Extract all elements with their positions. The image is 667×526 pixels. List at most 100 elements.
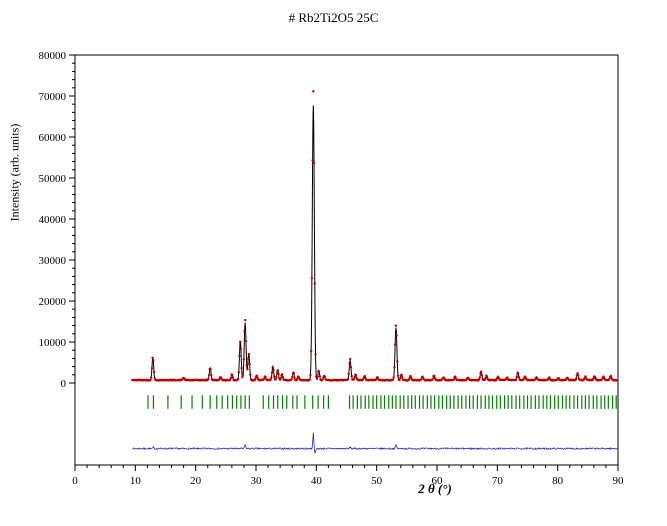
observed-point [321, 378, 324, 381]
observed-point [275, 371, 279, 374]
observed-point [433, 376, 437, 380]
y-tick-label: 80000 [39, 50, 67, 62]
observed-point [454, 375, 457, 378]
observed-point [433, 374, 436, 378]
observed-point [276, 369, 280, 372]
observed-point [279, 377, 282, 380]
observed-point [293, 376, 296, 379]
observed-point [238, 354, 241, 358]
observed-point [149, 376, 153, 379]
observed-point [245, 363, 248, 367]
observed-point [254, 377, 257, 381]
observed-point [506, 376, 509, 379]
observed-point [310, 277, 314, 280]
observed-point [270, 371, 274, 374]
observed-point [291, 375, 294, 379]
observed-point [394, 324, 398, 327]
observed-point [209, 368, 212, 371]
observed-point [292, 371, 295, 375]
observed-point [218, 378, 221, 381]
observed-point [393, 343, 397, 346]
x-tick-label: 10 [130, 475, 142, 487]
observed-point [485, 375, 489, 379]
observed-point [309, 373, 312, 377]
observed-point [229, 377, 232, 380]
observed-point [393, 366, 396, 369]
observed-point [350, 374, 353, 378]
observed-point [419, 378, 423, 381]
observed-point [308, 378, 311, 381]
x-tick-label: 80 [552, 475, 564, 487]
observed-point [314, 353, 317, 356]
observed-point [318, 375, 322, 378]
observed-point [255, 374, 259, 377]
observed-point [364, 376, 367, 380]
observed-point [477, 378, 481, 381]
observed-point [431, 377, 434, 381]
observed-point [269, 378, 272, 381]
x-tick-label: 70 [492, 475, 504, 487]
observed-point [349, 357, 352, 361]
observed-point [270, 376, 273, 379]
observed-point [577, 374, 580, 377]
observed-point [609, 374, 613, 378]
observed-point [312, 161, 316, 165]
observed-point [273, 375, 276, 378]
observed-point [616, 379, 619, 382]
y-tick-label: 30000 [39, 255, 67, 267]
observed-point [346, 377, 350, 381]
y-tick-label: 50000 [39, 173, 67, 185]
x-tick-label: 20 [190, 475, 202, 487]
y-tick-label: 0 [61, 378, 67, 390]
x-axis-label: 2 θ (°) [418, 481, 452, 496]
y-tick-label: 60000 [39, 132, 67, 144]
observed-point [515, 375, 518, 379]
observed-point [353, 376, 356, 379]
observed-point [399, 377, 402, 380]
observed-point [271, 366, 274, 369]
observed-point [311, 159, 314, 162]
difference-curve [132, 432, 619, 454]
observed-point [207, 374, 211, 377]
observed-point [231, 373, 234, 377]
observed-point [236, 377, 240, 381]
observed-point [207, 377, 210, 381]
observed-point [347, 372, 350, 376]
observed-point [401, 376, 404, 379]
observed-point [584, 375, 587, 378]
x-tick-label: 50 [371, 475, 383, 487]
observed-point [452, 378, 455, 381]
observed-point [323, 375, 327, 379]
observed-point [576, 372, 579, 375]
observed-point [248, 362, 251, 366]
y-tick-label: 70000 [39, 91, 67, 103]
observed-point [247, 352, 251, 356]
x-tick-label: 60 [432, 475, 444, 487]
y-tick-label: 40000 [39, 214, 67, 226]
observed-point [315, 377, 319, 380]
observed-point [210, 373, 213, 377]
observed-point [241, 373, 245, 377]
observed-point [517, 375, 521, 379]
observed-point [400, 373, 403, 376]
observed-point [241, 375, 244, 379]
x-tick-label: 90 [613, 475, 625, 487]
observed-point [608, 377, 611, 381]
observed-point [246, 368, 249, 371]
observed-point [272, 368, 275, 372]
observed-point [517, 372, 520, 375]
observed-point [478, 376, 482, 379]
observed-point [240, 366, 243, 370]
observed-point [309, 349, 313, 353]
observed-point [237, 371, 240, 374]
observed-point [354, 374, 358, 377]
observed-point [312, 90, 315, 93]
observed-point [249, 373, 252, 376]
observed-point [280, 373, 284, 376]
observed-point [264, 375, 267, 379]
observed-point [352, 378, 356, 381]
x-tick-label: 30 [251, 475, 263, 487]
y-tick-label: 10000 [39, 337, 67, 349]
